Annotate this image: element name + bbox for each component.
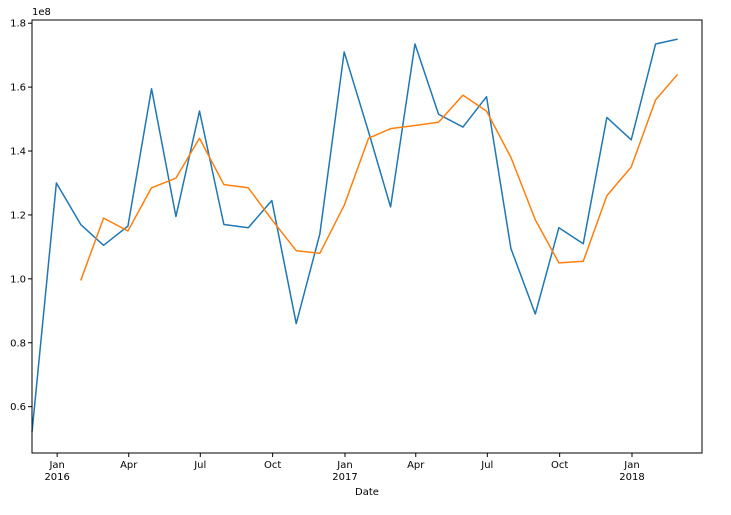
x-tick-year-label: 2018: [619, 472, 644, 483]
y-tick-label: 1.4: [10, 147, 26, 158]
x-axis-label: Date: [355, 487, 379, 498]
plot-frame: [31, 19, 703, 454]
x-tick-label: Apr: [120, 460, 138, 471]
x-tick-year-label: 2017: [332, 472, 357, 483]
axes-layer: [31, 19, 703, 454]
series-layer: [31, 38, 679, 433]
x-tick-label: Jul: [480, 460, 493, 471]
y-offset-label: 1e8: [32, 7, 51, 18]
x-tick-label: Jul: [193, 460, 206, 471]
x-tick-label: Oct: [264, 460, 281, 471]
x-tick-label: Jan: [623, 460, 639, 471]
y-tick-label: 1.0: [10, 274, 26, 285]
y-tick-label: 0.8: [10, 338, 26, 349]
plot-area: [32, 20, 702, 453]
y-axis-ticks: 0.6 0.8 1.0 1.2 1.4 1.6 1.8: [10, 19, 32, 413]
series-line-2: [80, 73, 679, 281]
y-tick-label: 1.2: [10, 210, 26, 221]
x-tick-label: Oct: [551, 460, 568, 471]
y-tick-label: 1.6: [10, 83, 26, 94]
x-tick-year-label: 2016: [44, 472, 69, 483]
x-tick-label: Jan: [336, 460, 352, 471]
x-tick-label: Apr: [407, 460, 425, 471]
x-tick-label: Jan: [48, 460, 64, 471]
series-line-1: [31, 38, 678, 433]
y-tick-label: 0.6: [10, 402, 26, 413]
y-tick-label: 1.8: [10, 19, 26, 30]
